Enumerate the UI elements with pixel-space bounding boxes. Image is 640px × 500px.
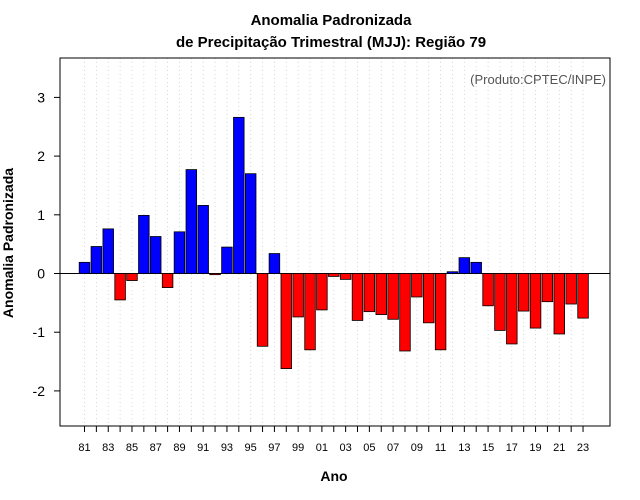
bar-16 — [494, 273, 506, 331]
credit-text: (Produto:CPTEC/INPE) — [470, 72, 606, 87]
x-tick-label: 15 — [482, 442, 494, 454]
bar-14 — [470, 261, 482, 274]
x-axis: 81 83 85 87 89 91 93 95 97 99 01 03 05 07 09 11 13 15 17 19… — [78, 426, 589, 454]
bar-07 — [387, 273, 399, 320]
y-tick-label: -1 — [33, 324, 46, 340]
bar-83 — [102, 228, 114, 274]
bar-15 — [482, 273, 494, 307]
bar-87 — [150, 236, 162, 274]
bar-09 — [411, 273, 423, 298]
bar-20 — [541, 273, 554, 303]
x-tick-label: 07 — [387, 442, 399, 454]
bar-96 — [256, 273, 269, 347]
x-tick-label: 03 — [340, 442, 352, 454]
bar-90 — [185, 169, 198, 274]
bar-22 — [565, 273, 577, 305]
x-tick-label: 19 — [529, 442, 541, 454]
chart-subtitle: de Precipitação Trimestral (MJJ): Região… — [176, 34, 486, 51]
bar-92 — [209, 273, 221, 276]
x-tick-label: 83 — [102, 442, 114, 454]
bar-12 — [446, 271, 459, 274]
x-axis-label: Ano — [320, 468, 347, 484]
bar-81 — [78, 261, 91, 274]
bar-85 — [126, 273, 138, 281]
y-tick-label: 3 — [37, 89, 45, 105]
x-tick-label: 81 — [78, 442, 90, 454]
bar-82 — [90, 246, 103, 274]
x-tick-label: 21 — [553, 442, 565, 454]
x-tick-label: 89 — [173, 442, 185, 454]
x-tick-label: 87 — [150, 442, 162, 454]
bar-84 — [114, 273, 126, 301]
y-tick-label: 1 — [37, 207, 45, 223]
x-tick-label: 13 — [458, 442, 470, 454]
y-tick-label: -2 — [33, 383, 46, 399]
bar-21 — [553, 273, 566, 335]
bar-00 — [304, 273, 316, 351]
bar-18 — [517, 273, 530, 312]
bar-13 — [458, 257, 471, 274]
y-axis: -2 -1 0 1 2 3 — [33, 89, 60, 399]
x-tick-label: 23 — [577, 442, 589, 454]
bar-05 — [363, 273, 376, 313]
bar-94 — [233, 116, 245, 274]
bars-group — [78, 116, 589, 369]
bar-95 — [244, 173, 257, 274]
bar-19 — [529, 273, 542, 329]
bar-02 — [328, 273, 340, 277]
bar-10 — [423, 273, 435, 324]
x-tick-label: 85 — [126, 442, 138, 454]
bar-86 — [138, 214, 150, 274]
y-tick-label: 2 — [37, 148, 45, 164]
bar-91 — [197, 205, 209, 274]
bar-03 — [339, 273, 352, 280]
bar-08 — [399, 273, 411, 352]
bar-99 — [292, 273, 304, 318]
bar-98 — [280, 273, 292, 369]
x-tick-label: 11 — [435, 442, 446, 454]
bar-04 — [351, 273, 364, 321]
bar-23 — [577, 273, 589, 319]
y-axis-label: Anomalia Padronizada — [0, 168, 16, 318]
chart-title: Anomalia Padronizada — [251, 12, 413, 29]
x-tick-label: 09 — [411, 442, 423, 454]
bar-17 — [506, 273, 518, 345]
bar-11 — [434, 273, 447, 351]
bar-06 — [375, 273, 387, 315]
x-tick-label: 91 — [197, 442, 209, 454]
bar-93 — [221, 246, 233, 274]
y-tick-label: 0 — [37, 266, 45, 282]
bar-89 — [173, 231, 186, 274]
x-tick-label: 95 — [245, 442, 257, 454]
x-tick-label: 97 — [268, 442, 280, 454]
bar-01 — [316, 273, 328, 311]
plot-frame — [59, 57, 611, 427]
x-tick-label: 93 — [221, 442, 233, 454]
bar-97 — [268, 253, 281, 274]
x-tick-label: 05 — [363, 442, 375, 454]
x-tick-label: 17 — [506, 442, 518, 454]
bar-88 — [161, 273, 174, 288]
x-tick-label: 01 — [316, 442, 328, 454]
x-tick-label: 99 — [292, 442, 304, 454]
